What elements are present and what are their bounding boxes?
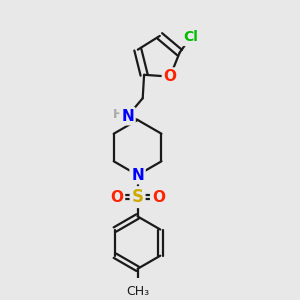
Text: O: O [110,190,123,205]
Text: Cl: Cl [183,30,198,44]
Text: N: N [131,168,144,183]
Text: S: S [132,188,144,206]
Text: O: O [152,190,165,205]
Text: CH₃: CH₃ [126,285,149,298]
Text: N: N [121,109,134,124]
Text: H: H [113,108,123,121]
Text: O: O [164,69,176,84]
